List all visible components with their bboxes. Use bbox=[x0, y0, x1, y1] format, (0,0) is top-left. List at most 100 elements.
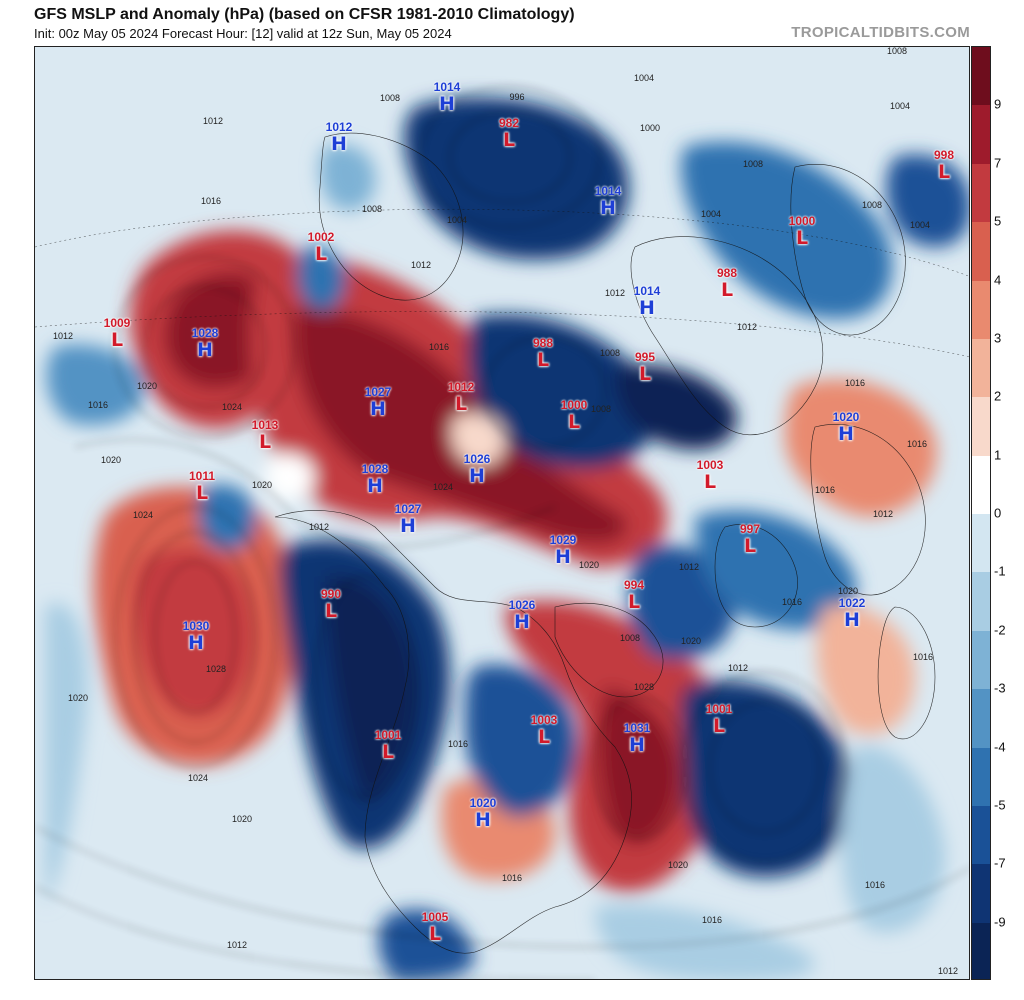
colorbar-segment bbox=[972, 572, 990, 632]
coastlines bbox=[274, 132, 936, 954]
colorbar-tick-label: 4 bbox=[994, 272, 1002, 287]
isobar-label: 1008 bbox=[361, 204, 383, 214]
colorbar-segment bbox=[972, 514, 990, 574]
high-symbol: H bbox=[197, 339, 213, 361]
pressure-value: 1001 bbox=[705, 702, 733, 716]
pressure-value: 1026 bbox=[463, 452, 491, 466]
colorbar-tick-label: 1 bbox=[994, 447, 1002, 463]
pressure-value: 1000 bbox=[788, 214, 816, 228]
isobar-label: 1008 bbox=[599, 348, 621, 358]
low-symbol: L bbox=[428, 923, 442, 945]
high-symbol: H bbox=[331, 133, 347, 155]
low-symbol: L bbox=[314, 243, 328, 265]
isobar-label: 1012 bbox=[872, 509, 894, 519]
low-symbol: L bbox=[324, 600, 338, 622]
isobar-label: 1016 bbox=[912, 652, 934, 662]
pressure-value: 982 bbox=[498, 116, 520, 130]
high-pressure-center: 1029 H bbox=[533, 534, 593, 568]
low-pressure-center: 982 L bbox=[479, 116, 539, 151]
colorbar-tick-label: 0 bbox=[994, 505, 1002, 521]
low-symbol: L bbox=[258, 431, 272, 453]
low-symbol: L bbox=[502, 129, 516, 151]
isobar-label: 1012 bbox=[202, 116, 224, 126]
pressure-value: 1005 bbox=[421, 910, 449, 924]
pressure-value: 1030 bbox=[182, 619, 210, 633]
high-symbol: H bbox=[439, 93, 455, 115]
pressure-value: 1028 bbox=[361, 462, 389, 476]
low-pressure-center: 998 L bbox=[914, 149, 969, 183]
low-symbol: L bbox=[536, 349, 550, 371]
isobar-label: 1020 bbox=[100, 455, 122, 465]
isobar-label: 1004 bbox=[700, 209, 722, 219]
low-symbol: L bbox=[454, 393, 468, 415]
isobar-contours bbox=[35, 86, 969, 979]
low-pressure-center: 1003 L bbox=[680, 459, 740, 493]
isobar-label: 1012 bbox=[678, 562, 700, 572]
isobar-label: 1004 bbox=[633, 73, 655, 83]
pressure-value: 1027 bbox=[394, 502, 422, 516]
colorbar-segment bbox=[972, 222, 990, 282]
isobar-label: 1016 bbox=[501, 873, 523, 883]
high-pressure-center: 1027 H bbox=[348, 386, 408, 420]
low-symbol: L bbox=[537, 726, 551, 748]
isobar-label: 1016 bbox=[844, 378, 866, 388]
high-pressure-center: 1028 H bbox=[175, 326, 235, 361]
isobar-label: 1016 bbox=[906, 439, 928, 449]
run-info: Init: 00z May 05 2024 Forecast Hour: [12… bbox=[34, 26, 452, 41]
low-pressure-center: 995 L bbox=[615, 350, 675, 385]
isobar-label: 1020 bbox=[251, 480, 273, 490]
pressure-value: 988 bbox=[716, 266, 738, 280]
isobar-label: 1016 bbox=[87, 400, 109, 410]
low-pressure-center: 1005 L bbox=[405, 910, 465, 945]
pressure-value: 1020 bbox=[469, 796, 497, 810]
low-pressure-center: 1001 L bbox=[358, 728, 418, 763]
isobar-label: 1020 bbox=[680, 636, 702, 646]
pressure-value: 1012 bbox=[325, 120, 353, 134]
pressure-value: 995 bbox=[634, 350, 656, 364]
low-pressure-center: 1001 L bbox=[689, 702, 749, 737]
isobar-label: 1020 bbox=[578, 560, 600, 570]
anomaly-colorbar bbox=[971, 46, 991, 980]
high-symbol: H bbox=[188, 632, 204, 654]
isobar-label: 1020 bbox=[231, 814, 253, 824]
pressure-value: 1028 bbox=[191, 326, 219, 340]
high-symbol: H bbox=[400, 515, 416, 537]
low-pressure-center: 1002 L bbox=[291, 231, 351, 265]
high-pressure-center: 1012 H bbox=[309, 120, 369, 155]
high-pressure-center: 1020 H bbox=[816, 411, 876, 445]
anomaly-field bbox=[35, 47, 969, 979]
low-pressure-center: 990 L bbox=[301, 587, 361, 622]
pressure-value: 990 bbox=[320, 587, 342, 601]
isobar-label: 1024 bbox=[132, 510, 154, 520]
isobar-label: 1016 bbox=[814, 485, 836, 495]
pressure-value: 988 bbox=[532, 336, 554, 350]
pressure-value: 1001 bbox=[374, 728, 402, 742]
isobar-label: 1008 bbox=[886, 46, 908, 56]
colorbar-tick-label: 9 bbox=[994, 96, 1002, 112]
high-pressure-center: 1014 H bbox=[617, 285, 677, 319]
high-pressure-center: 1020 H bbox=[453, 796, 513, 831]
brand-watermark: TROPICALTIDBITS.COM bbox=[791, 24, 970, 41]
low-symbol: L bbox=[627, 591, 641, 613]
pressure-value: 1014 bbox=[433, 80, 461, 94]
colorbar-segment bbox=[972, 280, 990, 340]
isobar-label: 1020 bbox=[67, 693, 89, 703]
isobar-label: 1008 bbox=[590, 404, 612, 414]
isobar-label: 1012 bbox=[226, 940, 248, 950]
mslp-anomaly-map[interactable]: 1008 1004 1008 996 1000 1012 1004 1008 1008 1004 1… bbox=[34, 46, 970, 980]
colorbar-tick-label: 5 bbox=[994, 213, 1002, 229]
high-symbol: H bbox=[838, 423, 854, 445]
low-pressure-center: 1012 L bbox=[431, 381, 491, 415]
high-pressure-center: 1028 H bbox=[345, 462, 405, 497]
pressure-value: 1011 bbox=[188, 469, 216, 483]
colorbar-tick-label: 2 bbox=[994, 388, 1002, 404]
isobar-label: 1012 bbox=[308, 522, 330, 532]
isobar-label: 1020 bbox=[136, 381, 158, 391]
page-title: GFS MSLP and Anomaly (hPa) (based on CFS… bbox=[34, 6, 575, 23]
isobar-label: 1016 bbox=[428, 342, 450, 352]
colorbar-tick-label: 7 bbox=[994, 155, 1002, 171]
low-symbol: L bbox=[720, 279, 734, 301]
isobar-label: 1012 bbox=[727, 663, 749, 673]
isobar-label: 996 bbox=[509, 92, 525, 102]
high-pressure-center: 1026 H bbox=[492, 599, 552, 633]
